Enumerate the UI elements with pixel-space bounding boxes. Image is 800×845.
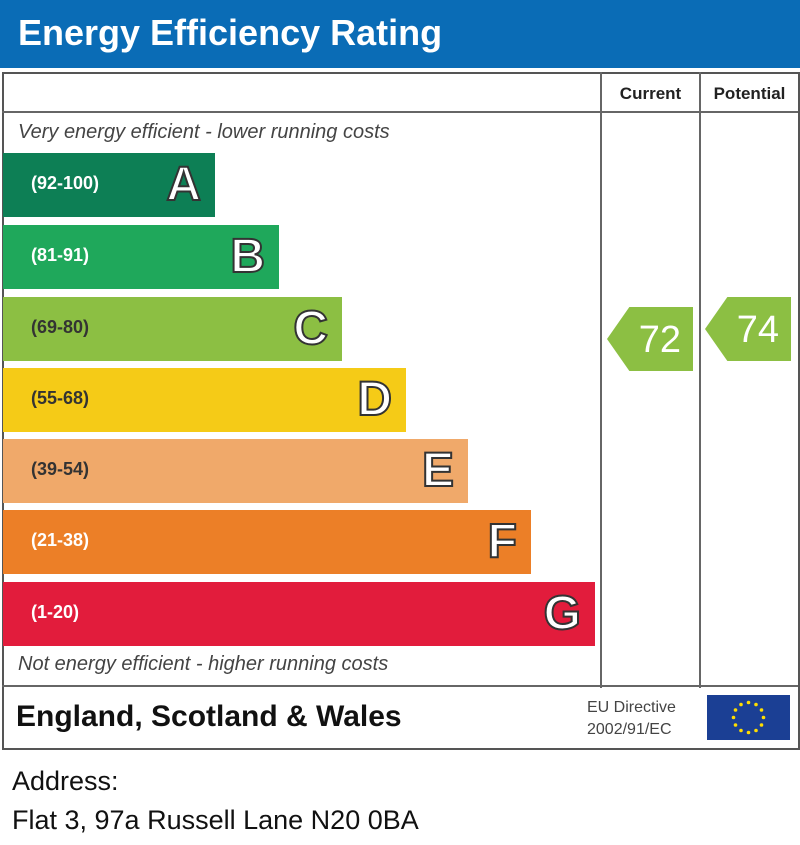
column-divider [600,72,602,688]
band-range: (1-20) [31,602,80,622]
star-icon [733,723,738,727]
band-g-bar: (1-20) G [3,582,595,646]
band-letter: B [229,229,266,284]
directive-line2: 2002/91/EC [587,721,672,738]
country-label: England, Scotland & Wales [16,700,402,733]
band-b-bar: (81-91) B [3,225,279,289]
address-value: Flat 3, 97a Russell Lane N20 0BA [12,805,419,835]
top-note: Very energy efficient - lower running co… [18,121,390,143]
band-letter: C [292,301,329,356]
footer-divider [2,685,798,687]
current-column-header: Current [619,84,682,103]
star-icon [754,728,758,733]
band-e-bar: (39-54) E [3,439,468,503]
band-c-bar: (69-80) C [3,297,342,361]
band-range: (81-91) [31,245,90,265]
band-range: (92-100) [31,173,100,193]
band-range: (39-54) [31,459,90,479]
band-d-bar: (55-68) D [3,368,406,432]
band-range: (21-38) [31,530,90,550]
title-banner: Energy Efficiency Rating [0,0,800,68]
band-range: (55-68) [31,388,90,408]
current-rating-value: 72 [638,319,681,361]
band-letter: E [421,443,455,498]
band-letter: D [356,372,393,427]
star-icon [746,700,751,705]
eu-flag-icon [707,695,790,740]
star-icon [759,723,764,727]
band-letter: G [543,586,582,641]
star-icon [759,708,764,712]
star-icon [761,715,766,720]
address-label: Address: [12,766,119,796]
star-icon [731,715,736,720]
star-icon [754,702,758,707]
band-f-bar: (21-38) F [3,510,531,574]
star-icon [739,702,743,707]
potential-rating-value: 74 [736,309,779,351]
star-icon [733,708,738,712]
band-letter: F [487,514,518,569]
star-icon [746,730,751,735]
star-icon [739,728,743,733]
eu-directive: EU Directive 2002/91/EC [587,697,676,741]
column-divider [699,72,701,688]
band-a-bar: (92-100) A [3,153,215,217]
potential-column-header: Potential [713,84,786,103]
directive-line1: EU Directive [587,699,676,716]
band-letter: A [165,157,202,212]
band-range: (69-80) [31,317,90,337]
bottom-note: Not energy efficient - higher running co… [18,653,389,675]
potential-rating-arrow: 74 [705,297,791,361]
header-divider [2,111,798,113]
chart-title: Energy Efficiency Rating [18,12,443,53]
